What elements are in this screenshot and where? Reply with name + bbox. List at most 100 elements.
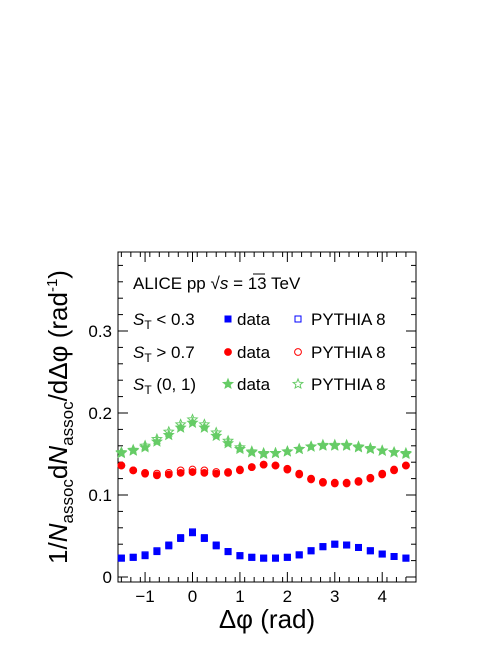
data-point — [343, 541, 351, 549]
data-point — [390, 553, 398, 560]
legend: ALICE pp √s = 13 TeV ST < 0.3 data PYTHI… — [133, 273, 386, 397]
legend-row1-rest: < 0.3 — [152, 310, 195, 329]
data-point — [200, 534, 208, 542]
legend-sqrt-s: s — [220, 274, 229, 293]
legend-row1-mc-label: PYTHIA 8 — [311, 310, 386, 329]
legend-row2-mc-label: PYTHIA 8 — [311, 343, 386, 362]
data-point — [378, 550, 386, 558]
data-point — [378, 470, 387, 479]
data-point — [319, 478, 327, 487]
legend-header: ALICE pp √s = 13 TeV — [133, 274, 301, 293]
data-point — [283, 553, 291, 561]
data-point — [283, 553, 291, 561]
data-point — [390, 466, 398, 475]
data-point — [162, 425, 175, 437]
data-point — [295, 470, 304, 479]
legend-row1-s: S — [133, 310, 145, 329]
data-point — [200, 466, 209, 475]
y-axis-title-n1: N — [43, 523, 73, 542]
legend-row2-sub: T — [144, 351, 152, 365]
data-point — [283, 465, 292, 474]
legend-row1-label: ST < 0.3 — [133, 310, 195, 332]
data-point — [259, 460, 268, 469]
y-axis-title: 1/NassocdNassoc/dΔφ (rad-1) — [43, 270, 77, 564]
legend-header-suffix: = 13 TeV — [228, 274, 301, 293]
legend-row2-mc-marker — [294, 348, 302, 356]
legend-row1-data-marker — [224, 315, 232, 323]
data-point — [186, 413, 199, 425]
data-point — [399, 446, 412, 459]
data-point — [295, 551, 303, 559]
data-point — [198, 418, 211, 430]
legend-row3-sub: T — [144, 383, 152, 397]
data-point — [352, 440, 365, 452]
data-point — [200, 468, 209, 477]
y-axis-title-mid: d — [43, 465, 73, 479]
axis-ticks — [118, 252, 416, 582]
data-point — [247, 463, 256, 472]
data-point — [307, 547, 315, 555]
series-0 — [117, 529, 410, 562]
data-point — [354, 543, 362, 551]
series-1 — [117, 528, 410, 562]
data-point — [257, 446, 270, 459]
data-point — [366, 547, 374, 555]
data-point — [364, 442, 377, 454]
data-point — [402, 554, 410, 562]
data-point — [340, 438, 353, 451]
data-point — [271, 554, 279, 562]
legend-row1-sub: T — [144, 318, 152, 332]
data-point — [281, 445, 294, 457]
x-tick-label: −1 — [135, 587, 154, 606]
legend-row2-label: ST > 0.7 — [133, 343, 195, 365]
data-point — [117, 554, 125, 562]
data-point — [293, 442, 306, 455]
data-point — [319, 543, 327, 551]
data-point — [271, 554, 279, 562]
legend-row3-data-marker — [221, 377, 235, 390]
legend-marker — [224, 348, 232, 356]
data-point — [366, 547, 374, 555]
legend-row3-label: ST (0, 1) — [133, 375, 196, 397]
data-point — [164, 468, 173, 477]
data-point — [402, 461, 410, 470]
data-point — [271, 461, 280, 470]
legend-marker — [221, 377, 235, 390]
legend-row2-s: S — [133, 343, 145, 362]
data-point — [236, 465, 244, 474]
data-point — [233, 441, 246, 453]
series-5 — [115, 413, 412, 459]
y-tick-label: 0 — [103, 568, 112, 587]
legend-marker — [294, 315, 302, 323]
data-point — [378, 550, 386, 558]
legend-marker — [291, 377, 305, 390]
data-point — [307, 547, 315, 555]
y-axis-title-sub1: assoc — [58, 479, 77, 524]
data-point — [390, 553, 398, 560]
y-axis-title-close: ) — [43, 270, 73, 279]
legend-header-prefix: ALICE pp — [133, 274, 211, 293]
data-point — [129, 553, 137, 561]
legend-row2-rest: > 0.7 — [152, 343, 195, 362]
series-3 — [117, 460, 410, 488]
x-tick-label: 0 — [188, 587, 197, 606]
data-point — [305, 440, 318, 452]
y-axis-title-slash: /dΔφ (rad — [43, 292, 73, 401]
x-tick-label: 1 — [235, 587, 244, 606]
data-point — [127, 443, 140, 455]
data-point — [354, 543, 362, 551]
data-point — [388, 446, 401, 458]
data-point — [342, 479, 351, 488]
y-axis-title-sup: -1 — [44, 279, 61, 292]
data-point — [248, 553, 256, 561]
data-point — [153, 471, 161, 480]
data-point — [402, 554, 410, 562]
data-point — [236, 552, 244, 560]
data-point — [316, 438, 329, 451]
data-point — [177, 534, 185, 542]
data-point — [141, 551, 149, 559]
legend-row3-rest: (0, 1) — [152, 375, 196, 394]
data-point — [260, 554, 268, 562]
y-axis-title-prefix: 1/ — [43, 542, 73, 564]
data-point — [165, 541, 173, 549]
